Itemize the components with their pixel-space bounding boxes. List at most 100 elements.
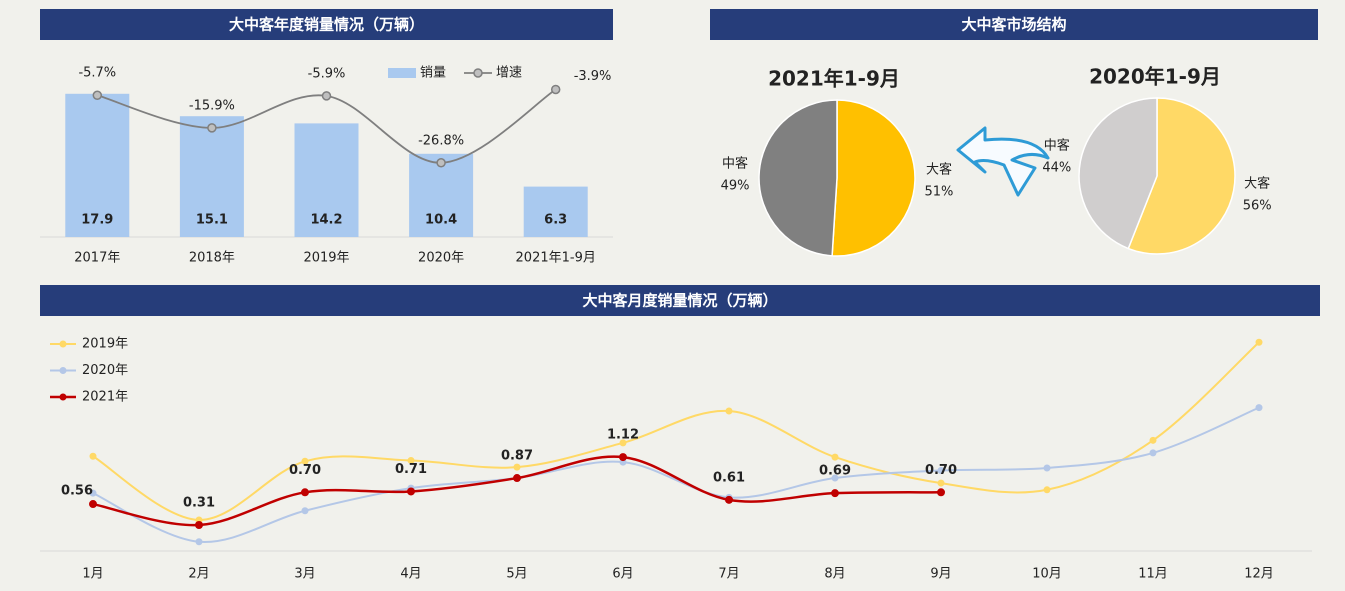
point xyxy=(937,479,945,487)
x-tick-label: 3月 xyxy=(294,567,315,582)
x-tick-label: 5月 xyxy=(506,567,527,582)
legend-swatch xyxy=(59,393,67,401)
legend-swatch xyxy=(59,340,67,348)
point xyxy=(1255,338,1263,346)
data-label: 0.71 xyxy=(395,462,427,477)
pie-value-label: 56% xyxy=(1243,199,1272,214)
point xyxy=(301,488,309,497)
point xyxy=(513,474,521,483)
pie-value-label: 49% xyxy=(721,178,750,193)
bar xyxy=(179,116,244,237)
legend-label: 增速 xyxy=(496,66,522,81)
x-tick-label: 8月 xyxy=(824,567,845,582)
bar xyxy=(294,123,359,237)
point xyxy=(407,487,415,496)
legend-swatch xyxy=(388,68,416,78)
x-tick-label: 2020年 xyxy=(418,251,464,266)
point xyxy=(195,521,203,530)
point xyxy=(92,90,103,100)
pie-label: 中客 xyxy=(1044,137,1070,153)
bar xyxy=(65,93,130,237)
bar xyxy=(409,153,474,237)
legend-swatch xyxy=(473,68,483,78)
x-tick-label: 2021年1-9月 xyxy=(516,251,596,266)
point xyxy=(550,84,561,95)
pie-title: 2020年1-9月 xyxy=(1089,65,1221,89)
point xyxy=(89,452,97,460)
point xyxy=(195,538,203,546)
point xyxy=(89,500,97,509)
series-line xyxy=(92,341,1260,521)
data-label: -3.9% xyxy=(574,69,612,84)
data-label: -5.7% xyxy=(78,66,116,81)
point xyxy=(301,507,309,515)
section-title: 大中客月度销量情况（万辆） xyxy=(582,292,777,310)
point xyxy=(301,457,309,465)
point xyxy=(725,495,733,504)
x-tick-label: 1月 xyxy=(82,567,103,582)
pie-value-label: 51% xyxy=(924,185,953,200)
pie-slice xyxy=(758,99,838,257)
data-label: -15.9% xyxy=(189,98,235,113)
x-tick-label: 2019年 xyxy=(303,251,349,266)
pie-value-label: 44% xyxy=(1042,160,1071,175)
data-label: 0.69 xyxy=(819,464,851,479)
section-header xyxy=(710,9,1318,40)
pie-title: 2021年1-9月 xyxy=(768,67,900,91)
data-label: 0.70 xyxy=(925,463,957,478)
data-label: 10.4 xyxy=(425,213,457,228)
data-label: 17.9 xyxy=(81,213,113,228)
x-tick-label: 9月 xyxy=(930,567,951,582)
point xyxy=(1255,404,1263,412)
pie-slice xyxy=(1127,97,1236,255)
data-label: 0.31 xyxy=(183,496,215,511)
legend-label: 2021年 xyxy=(82,390,128,405)
series-line xyxy=(92,406,1260,543)
data-label: 14.2 xyxy=(310,213,342,228)
bar xyxy=(523,186,588,237)
point xyxy=(831,489,839,498)
point xyxy=(321,91,332,101)
point xyxy=(831,453,839,461)
pie-label: 大客 xyxy=(1244,176,1270,192)
point xyxy=(937,488,945,497)
data-label: 0.70 xyxy=(289,463,321,478)
point xyxy=(725,407,733,415)
section-title: 大中客市场结构 xyxy=(961,16,1066,34)
point xyxy=(89,489,97,497)
data-label: 6.3 xyxy=(544,213,567,228)
x-tick-label: 10月 xyxy=(1032,567,1062,582)
point xyxy=(436,158,446,168)
data-label: -5.9% xyxy=(308,66,346,81)
pie-slice xyxy=(1078,97,1158,250)
point xyxy=(407,456,415,464)
x-tick-label: 2017年 xyxy=(74,251,120,266)
legend-swatch xyxy=(59,367,67,374)
data-label: 15.1 xyxy=(196,213,228,228)
x-tick-label: 7月 xyxy=(718,567,739,582)
point xyxy=(1149,449,1157,457)
data-label: -26.8% xyxy=(418,133,464,148)
point xyxy=(207,123,217,133)
point xyxy=(1149,436,1157,444)
point xyxy=(1043,464,1051,472)
x-tick-label: 2018年 xyxy=(189,251,235,266)
point xyxy=(831,474,839,482)
pie-label: 中客 xyxy=(722,155,748,171)
legend-label: 2019年 xyxy=(82,337,128,352)
point xyxy=(619,439,627,447)
point xyxy=(513,463,521,471)
x-tick-label: 4月 xyxy=(400,567,421,582)
x-tick-label: 11月 xyxy=(1138,567,1168,582)
section-header xyxy=(40,9,613,40)
pie-label: 大客 xyxy=(926,162,952,178)
x-tick-label: 12月 xyxy=(1244,567,1274,582)
x-tick-label: 2月 xyxy=(188,567,209,582)
legend-label: 销量 xyxy=(420,66,446,81)
data-label: 1.12 xyxy=(607,428,639,443)
legend-label: 2020年 xyxy=(82,363,128,378)
section-title: 大中客年度销量情况（万辆） xyxy=(229,16,424,34)
data-label: 0.56 xyxy=(61,484,93,499)
x-tick-label: 6月 xyxy=(612,567,633,582)
